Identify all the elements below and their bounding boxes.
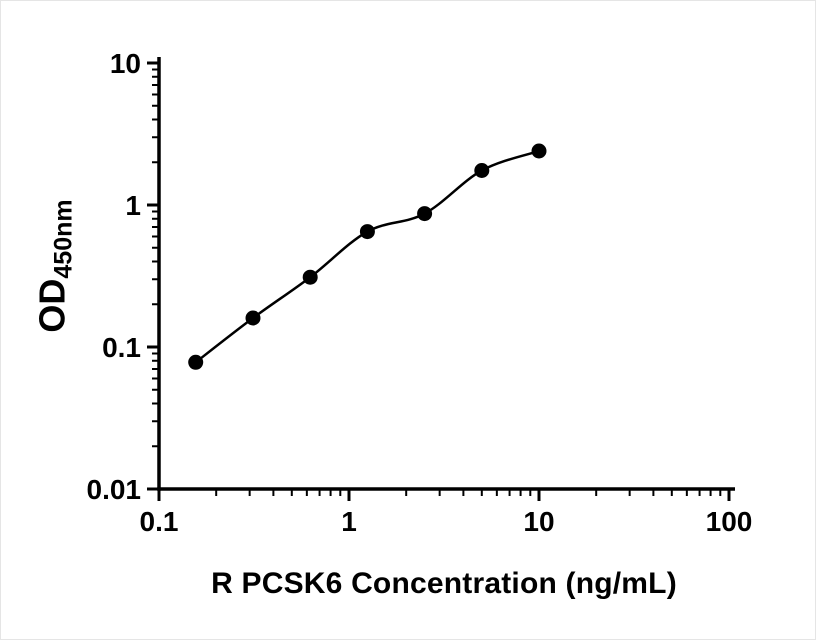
standard-curve: [194, 149, 540, 364]
x-tick-label: 0.1: [140, 506, 179, 537]
y-axis-title: OD450nm: [32, 199, 79, 332]
x-tick-label: 1: [341, 506, 357, 537]
y-axis-major-ticks: [147, 61, 159, 491]
y-tick-label: 0.01: [87, 474, 142, 505]
y-tick-label: 0.1: [102, 332, 141, 363]
data-point: [359, 224, 375, 240]
y-axis-minor-ticks: [152, 68, 159, 448]
data-point: [245, 310, 261, 326]
y-tick-label: 1: [125, 190, 141, 221]
y-axis-title-main: OD: [31, 278, 73, 333]
x-axis-title: R PCSK6 Concentration (ng/mL): [211, 567, 677, 600]
x-tick-label: 100: [706, 506, 753, 537]
x-axis-minor-ticks: [215, 489, 722, 496]
x-axis-major-ticks: [157, 489, 731, 501]
data-point: [188, 354, 204, 370]
y-axis-title-sub: 450nm: [49, 199, 78, 279]
data-point: [474, 163, 490, 178]
data-points: [188, 143, 547, 370]
y-tick-label: 10: [110, 48, 141, 79]
data-point: [302, 269, 318, 285]
x-tick-label: 10: [523, 506, 554, 537]
data-point: [531, 143, 547, 159]
y-axis-tick-labels: 0.01 0.1 1 10: [87, 48, 142, 505]
data-point: [417, 206, 433, 222]
x-axis-tick-labels: 0.1 1 10 100: [140, 506, 753, 537]
